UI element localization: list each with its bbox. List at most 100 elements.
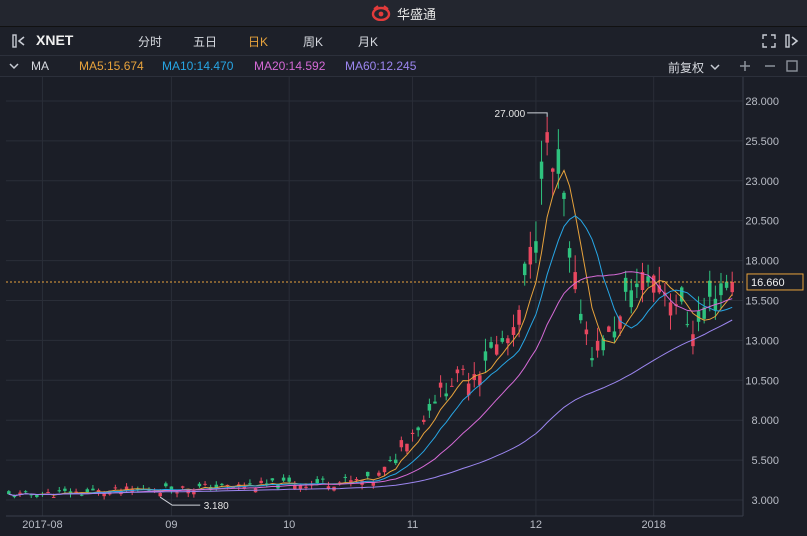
candle-body — [63, 488, 67, 491]
candle-body — [349, 480, 353, 483]
candle-body — [270, 478, 275, 481]
candle-body — [534, 241, 538, 253]
min-price-label: 3.180 — [204, 501, 229, 512]
tab-timeshare[interactable]: 分时 — [138, 35, 163, 49]
candle-body — [730, 281, 734, 293]
tab-monthly-k[interactable]: 月K — [358, 35, 379, 49]
candle-body — [579, 313, 583, 321]
ma5-line — [8, 169, 733, 497]
candle-body — [719, 283, 723, 296]
adjust-dropdown-icon[interactable] — [710, 62, 720, 72]
fullscreen-icon[interactable] — [762, 34, 776, 48]
candle-body — [12, 495, 17, 498]
y-tick-label: 28.000 — [745, 96, 779, 108]
candle-body — [259, 480, 263, 484]
tab-daily-k[interactable]: 日K — [248, 35, 269, 49]
candle-body — [371, 482, 376, 486]
candlestick-chart[interactable]: 28.000 25.500 23.000 20.500 18.000 15.500 13.0… — [0, 77, 807, 531]
tab-weekly-k[interactable]: 周K — [303, 35, 324, 49]
candle-body — [438, 382, 443, 388]
y-tick-label: 18.000 — [745, 256, 779, 268]
candle-body — [265, 483, 269, 485]
x-tick-label: 10 — [283, 519, 295, 531]
y-tick-label: 10.500 — [745, 375, 779, 387]
candle-body — [466, 383, 471, 396]
candle-body — [108, 490, 112, 495]
plus-icon[interactable] — [739, 60, 751, 72]
candle-body — [623, 277, 628, 292]
candle-body — [180, 486, 185, 488]
sidebar-toggle-icon[interactable] — [12, 34, 26, 48]
candle-body — [422, 419, 426, 422]
candle-body — [489, 342, 493, 348]
candle-body — [556, 149, 561, 174]
candle-body — [7, 491, 11, 495]
candle-body — [46, 491, 50, 493]
y-tick-label: 3.000 — [751, 495, 779, 507]
candle-body — [304, 486, 308, 488]
min-marker-line — [159, 496, 201, 506]
candle-body — [506, 338, 510, 344]
settings-icon[interactable] — [786, 60, 798, 72]
last-price-label: 16.660 — [751, 277, 785, 289]
indicator-bar: MA MA5:15.674 MA10:14.470 MA20:14.592 MA… — [0, 56, 807, 77]
candle-body — [354, 479, 359, 481]
huasheng-logo-icon — [371, 5, 391, 21]
candle-body — [214, 484, 219, 488]
candle-body — [651, 275, 656, 293]
candle-body — [494, 344, 499, 355]
adjust-select[interactable]: 前复权 — [668, 61, 705, 75]
ma10-line — [8, 215, 733, 497]
candle-body — [175, 492, 179, 494]
candle-body — [79, 494, 84, 496]
candle-body — [326, 486, 331, 489]
candle-body — [478, 375, 482, 386]
candle-body — [51, 496, 56, 498]
candle-body — [607, 326, 611, 332]
minus-icon[interactable] — [764, 60, 776, 72]
candle-body — [343, 476, 348, 478]
brand: 华盛通 — [371, 4, 436, 23]
candle-body — [96, 489, 101, 493]
candle-body — [450, 385, 454, 387]
candle-body — [29, 494, 33, 496]
candle-body — [197, 483, 202, 487]
x-tick-label: 09 — [165, 519, 177, 531]
candle-body — [365, 471, 370, 477]
ma20-value: MA20:14.592 — [254, 59, 326, 73]
candle-body — [164, 483, 168, 487]
close-icon[interactable] — [785, 34, 799, 48]
candle-body — [573, 272, 577, 290]
candles — [7, 116, 734, 500]
candle-body — [500, 338, 505, 342]
candle-body — [640, 272, 645, 291]
candle-body — [590, 358, 594, 361]
ma5-value: MA5:15.674 — [79, 59, 144, 73]
candle-body — [220, 483, 224, 485]
indicator-name[interactable]: MA — [31, 59, 49, 73]
candle-body — [724, 281, 729, 288]
candle-body — [483, 351, 488, 361]
candle-body — [584, 329, 589, 335]
candle-body — [57, 490, 62, 492]
candle-body — [321, 478, 325, 480]
collapse-chevron-icon[interactable] — [9, 61, 19, 71]
x-tick-label: 2017-08 — [22, 519, 62, 531]
candle-body — [539, 161, 544, 179]
x-tick-label: 12 — [530, 519, 542, 531]
candle-body — [242, 486, 247, 489]
candle-body — [18, 492, 22, 494]
candle-body — [455, 369, 460, 374]
candle-body — [511, 327, 516, 335]
chart-area[interactable]: 28.000 25.500 23.000 20.500 18.000 15.500 13.0… — [0, 77, 807, 531]
candle-body — [646, 276, 650, 283]
candle-body — [113, 487, 118, 489]
candle-body — [315, 479, 319, 484]
candle-body — [225, 484, 230, 487]
candle-body — [410, 432, 415, 434]
last-price-tag — [746, 273, 804, 291]
tab-five-day[interactable]: 五日 — [193, 35, 218, 49]
candle-body — [567, 248, 572, 258]
candle-body — [562, 192, 566, 199]
candle-body — [124, 486, 129, 490]
